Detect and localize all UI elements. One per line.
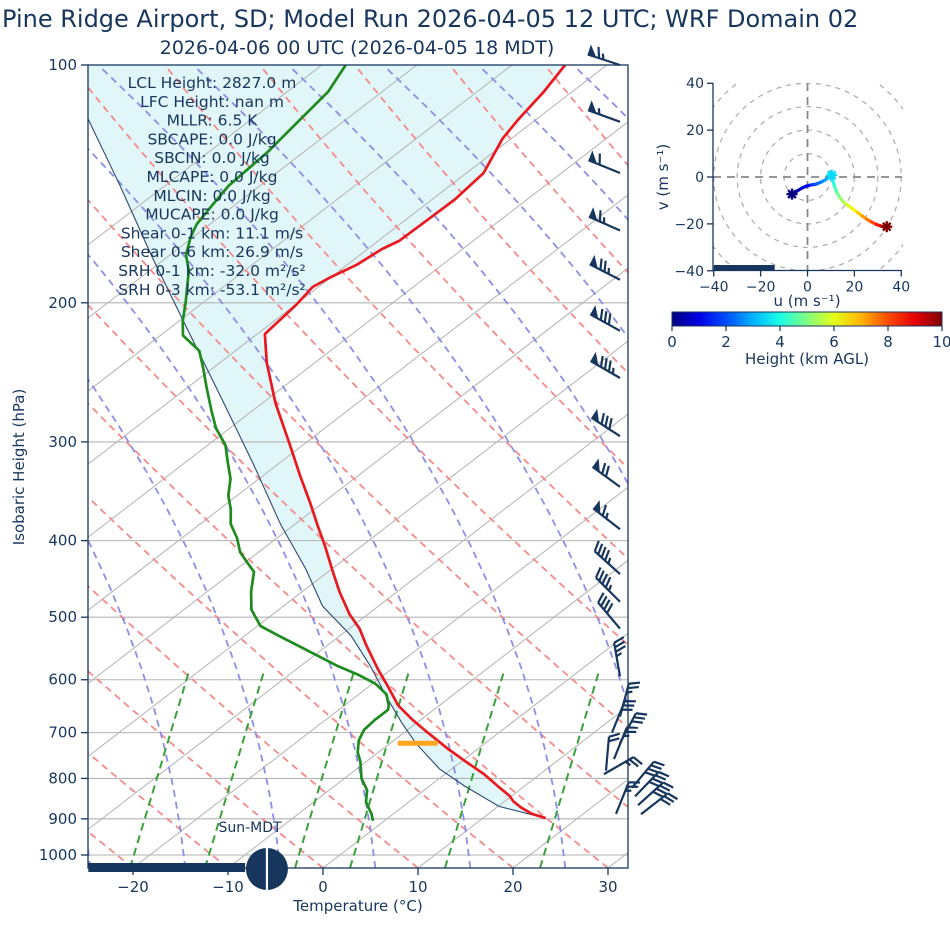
wind-barb (593, 567, 627, 601)
colorbar-tick-label: 4 (775, 333, 785, 351)
colorbar-gradient (672, 312, 942, 326)
hodograph-v-tick-label: 0 (695, 170, 704, 186)
hodograph-v-tick-label: 40 (686, 76, 704, 92)
hodograph-night-bar (714, 265, 775, 271)
hodograph-v-axis-label: v (m s⁻¹) (654, 144, 672, 210)
temperature-axis-label: Temperature (°C) (292, 897, 422, 915)
stat-line: SBCIN: 0.0 J/kg (154, 149, 270, 167)
hodograph-u-tick-label: −40 (699, 280, 729, 296)
pressure-tick-label: 300 (48, 433, 77, 451)
height-colorbar: 0 2 4 6 8 10 (667, 312, 950, 351)
page-title: Pine Ridge Airport, SD; Model Run 2026-0… (2, 5, 858, 33)
colorbar-label: Height (km AGL) (745, 350, 869, 368)
stat-line: SBCAPE: 0.0 J/kg (147, 130, 276, 148)
wind-barb (620, 710, 647, 748)
wind-barb (612, 697, 636, 736)
sun-label: Sun-MDT (218, 820, 282, 836)
stat-line: Shear 0-6 km: 26.9 m/s (121, 243, 303, 261)
hodograph-v-tick-label: −20 (674, 217, 704, 233)
temperature-tick-label: 10 (408, 878, 427, 896)
wind-barb (588, 100, 624, 121)
stat-line: LFC Height: nan m (140, 93, 284, 111)
colorbar-tick-label: 10 (932, 333, 950, 351)
night-period-bar (88, 863, 245, 872)
temperature-tick-label: −10 (212, 878, 244, 896)
pressure-tick-label: 1000 (39, 846, 77, 864)
hodograph-u-axis-label: u (m s⁻¹) (773, 292, 840, 310)
temperature-tick-label: 0 (318, 878, 328, 896)
pressure-axis-label: Isobaric Height (hPa) (10, 389, 28, 546)
hodograph-v-tick-label: 20 (686, 123, 704, 139)
colorbar-tick-label: 2 (721, 333, 731, 351)
pressure-tick-label: 800 (48, 769, 77, 787)
stat-line: SRH 0-3 km: -53.1 m²/s² (118, 281, 306, 299)
colorbar-tick-label: 0 (667, 333, 677, 351)
colorbar-tick-label: 6 (829, 333, 839, 351)
wind-barb (593, 500, 626, 529)
pressure-tick-label: 400 (48, 532, 77, 550)
hodograph-star-marker (881, 221, 892, 232)
stat-line: MLLR: 6.5 K (167, 112, 259, 130)
stat-line: MLCAPE: 0.0 J/kg (147, 168, 278, 186)
pressure-tick-label: 600 (48, 671, 77, 689)
hodograph-range-ring (690, 60, 924, 294)
wind-barb (590, 255, 625, 280)
pressure-tick-label: 700 (48, 724, 77, 742)
stat-line: LCL Height: 2827.0 m (128, 74, 297, 92)
stat-line: Shear 0-1 km: 11.1 m/s (121, 224, 303, 242)
stat-line: MLCIN: 0.0 J/kg (153, 187, 270, 205)
temperature-tick-label: 20 (503, 878, 522, 896)
temperature-tick-label: −20 (117, 878, 149, 896)
pressure-tick-label: 100 (48, 56, 77, 74)
wind-barb (604, 755, 642, 783)
temperature-tick-label: 30 (598, 878, 617, 896)
wind-barb (592, 541, 627, 574)
stat-line: MUCAPE: 0.0 J/kg (145, 206, 279, 224)
hodograph-u-tick-label: 20 (845, 280, 863, 296)
pressure-tick-label: 500 (48, 608, 77, 626)
wind-barb (588, 45, 624, 65)
pressure-tick-label: 900 (48, 810, 77, 828)
hodograph-star-marker (787, 189, 798, 200)
hodograph-u-tick-label: −20 (746, 280, 776, 296)
wind-barb (591, 352, 626, 378)
colorbar-tick-label: 8 (883, 333, 893, 351)
pressure-tick-label: 200 (48, 294, 77, 312)
hodograph-u-tick-label: 40 (892, 280, 910, 296)
valid-time-subtitle: 2026-04-06 00 UTC (2026-04-05 18 MDT) (160, 37, 555, 59)
hodograph-v-tick-label: −40 (674, 264, 704, 280)
stat-line: SRH 0-1 km: -32.0 m²/s² (118, 262, 306, 280)
hodograph-star-marker (826, 170, 837, 181)
